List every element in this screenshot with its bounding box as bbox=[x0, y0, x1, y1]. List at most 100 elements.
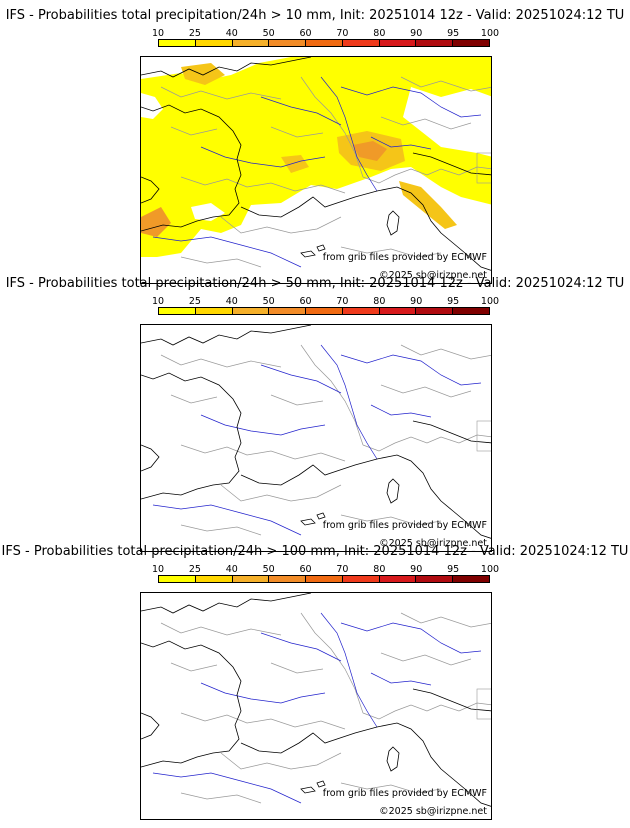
copyright-credit: ©2025 sb@irizpne.net bbox=[379, 806, 487, 817]
scale-color-segment bbox=[453, 308, 490, 314]
scale-color-segment bbox=[159, 40, 196, 46]
europe-map-svg bbox=[141, 57, 491, 271]
scale-tick-label: 100 bbox=[480, 28, 500, 39]
scale-tick-label: 80 bbox=[373, 296, 386, 307]
panel-title: IFS - Probabilities total precipitation/… bbox=[1, 544, 629, 559]
alps-borders-cluster bbox=[476, 688, 491, 720]
copyright-credit: ©2025 sb@irizpne.net bbox=[379, 538, 487, 549]
scale-color-segment bbox=[269, 576, 307, 582]
scale-color-segment bbox=[195, 40, 233, 46]
precip-zone-high bbox=[353, 141, 387, 161]
scale-tick-label: 40 bbox=[225, 296, 238, 307]
scale-tick-label: 60 bbox=[299, 28, 312, 39]
precipitation-map: from grib files provided by ECMWF ©2025 … bbox=[140, 324, 492, 552]
copyright-credit: ©2025 sb@irizpne.net bbox=[379, 270, 487, 281]
scale-tick-label: 70 bbox=[336, 296, 349, 307]
scale-color-segment bbox=[416, 308, 454, 314]
scale-bar bbox=[158, 575, 490, 583]
panel-title: IFS - Probabilities total precipitation/… bbox=[5, 276, 625, 291]
alps-borders-cluster bbox=[476, 420, 491, 452]
scale-color-segment bbox=[269, 40, 307, 46]
scale-color-segment bbox=[379, 308, 417, 314]
forecast-panel: IFS - Probabilities total precipitation/… bbox=[0, 544, 630, 820]
rivers bbox=[152, 76, 482, 268]
scale-tick-label: 50 bbox=[262, 28, 275, 39]
scale-tick-label: 95 bbox=[447, 28, 460, 39]
scale-tick-label: 50 bbox=[262, 296, 275, 307]
scale-color-segment bbox=[232, 576, 270, 582]
forecast-panel: IFS - Probabilities total precipitation/… bbox=[0, 276, 630, 552]
precip-zone-mid bbox=[181, 63, 225, 85]
scale-color-segment bbox=[342, 576, 380, 582]
scale-color-segment bbox=[232, 308, 270, 314]
scale-tick-label: 100 bbox=[480, 296, 500, 307]
precip-zone-mid bbox=[399, 181, 457, 229]
precip-zone-mid bbox=[281, 155, 309, 173]
scale-tick-label: 90 bbox=[410, 28, 423, 39]
scale-bar bbox=[158, 307, 490, 315]
source-credit: from grib files provided by ECMWF bbox=[322, 788, 487, 799]
region-borders bbox=[160, 76, 491, 268]
scale-color-segment bbox=[453, 576, 490, 582]
source-credit: from grib files provided by ECMWF bbox=[322, 520, 487, 531]
scale-tick-label: 10 bbox=[151, 296, 165, 307]
forecast-panel: IFS - Probabilities total precipitation/… bbox=[0, 8, 630, 284]
scale-color-segment bbox=[379, 576, 417, 582]
europe-map-svg bbox=[141, 593, 491, 807]
region-borders bbox=[160, 612, 491, 804]
scale-bar bbox=[158, 39, 490, 47]
scale-color-segment bbox=[453, 40, 490, 46]
scale-tick-label: 60 bbox=[299, 296, 312, 307]
scale-tick-label: 40 bbox=[225, 28, 238, 39]
scale-color-segment bbox=[306, 308, 343, 314]
scale-tick-label: 10 bbox=[151, 564, 165, 575]
scale-color-segment bbox=[306, 40, 343, 46]
precip-zone-high bbox=[141, 207, 171, 237]
scale-tick-label: 10 bbox=[151, 28, 165, 39]
scale-color-segment bbox=[159, 576, 196, 582]
scale-color-segment bbox=[269, 308, 307, 314]
scale-color-segment bbox=[416, 576, 454, 582]
scale-color-segment bbox=[159, 308, 196, 314]
scale-tick-label: 95 bbox=[447, 564, 460, 575]
scale-tick-label: 90 bbox=[410, 564, 423, 575]
precipitation-area bbox=[141, 57, 491, 257]
scale-tick-label: 50 bbox=[262, 564, 275, 575]
scale-color-segment bbox=[416, 40, 454, 46]
coastlines bbox=[141, 57, 491, 271]
panel-title: IFS - Probabilities total precipitation/… bbox=[5, 8, 625, 23]
dry-pocket bbox=[141, 93, 163, 119]
rivers bbox=[152, 344, 482, 536]
coastlines bbox=[141, 325, 491, 539]
scale-tick-label: 95 bbox=[447, 296, 460, 307]
coastlines bbox=[141, 593, 491, 807]
scale-tick-label: 90 bbox=[410, 296, 423, 307]
scale-tick-label: 80 bbox=[373, 564, 386, 575]
scale-tick-label: 80 bbox=[373, 28, 386, 39]
scale-tick-label: 70 bbox=[336, 564, 349, 575]
rivers bbox=[152, 612, 482, 804]
precip-zone-main bbox=[141, 57, 491, 257]
europe-map-svg bbox=[141, 325, 491, 539]
scale-color-segment bbox=[342, 40, 380, 46]
scale-color-segment bbox=[232, 40, 270, 46]
scale-tick-label: 100 bbox=[480, 564, 500, 575]
probability-scale: 10 25 40 50 60 70 80 90 95 100 bbox=[152, 28, 499, 48]
scale-color-segment bbox=[306, 576, 343, 582]
scale-color-segment bbox=[195, 308, 233, 314]
alps-borders-cluster bbox=[476, 152, 491, 184]
probability-scale: 10 25 40 50 60 70 80 90 95 100 bbox=[152, 564, 499, 584]
region-borders bbox=[160, 344, 491, 536]
precipitation-map: from grib files provided by ECMWF ©2025 … bbox=[140, 592, 492, 820]
scale-tick-label: 25 bbox=[188, 28, 201, 39]
scale-tick-label: 70 bbox=[336, 28, 349, 39]
scale-tick-label: 25 bbox=[188, 564, 201, 575]
probability-scale: 10 25 40 50 60 70 80 90 95 100 bbox=[152, 296, 499, 316]
scale-tick-label: 60 bbox=[299, 564, 312, 575]
scale-tick-label: 25 bbox=[188, 296, 201, 307]
scale-color-segment bbox=[195, 576, 233, 582]
scale-color-segment bbox=[379, 40, 417, 46]
precipitation-map: from grib files provided by ECMWF ©2025 … bbox=[140, 56, 492, 284]
scale-color-segment bbox=[342, 308, 380, 314]
scale-tick-label: 40 bbox=[225, 564, 238, 575]
